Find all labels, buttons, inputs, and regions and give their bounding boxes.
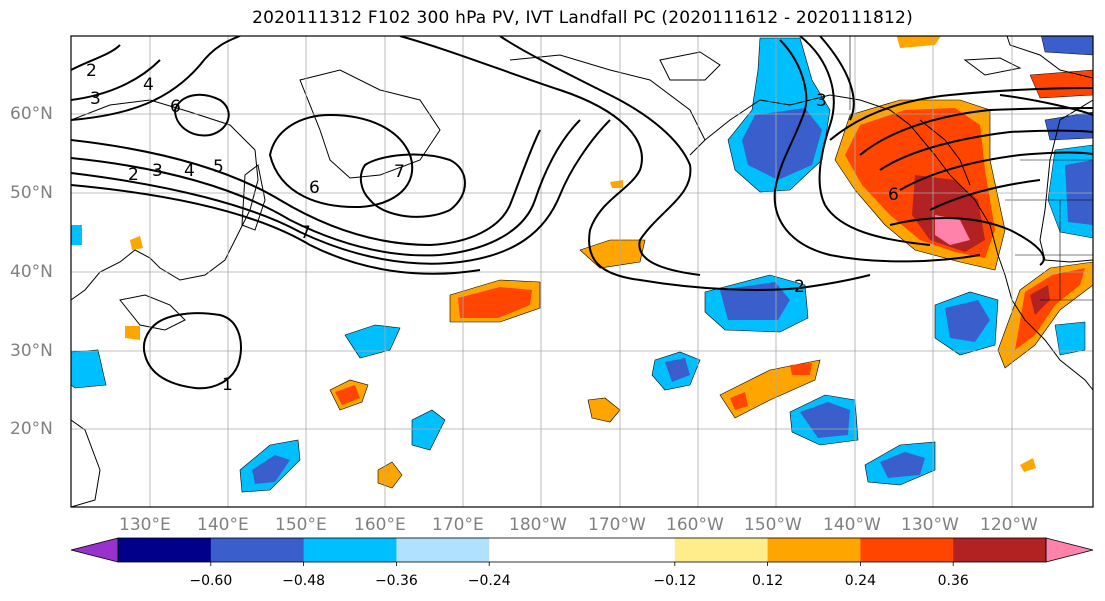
colorbar-segment (674, 538, 769, 562)
contour-label: 2 (794, 277, 805, 297)
lon-label-130e: 130°E (119, 515, 171, 535)
lat-label-30n: 30°N (10, 341, 53, 361)
colorbar-tick-label: 0.12 (752, 573, 784, 589)
lat-label-20n: 20°N (10, 419, 53, 439)
contour-label: 7 (300, 223, 311, 243)
colorbar-segment (396, 538, 490, 562)
colorbar-extend-low (70, 537, 119, 563)
colorbar-segment (953, 538, 1047, 562)
lat-label-50n: 50°N (10, 183, 53, 203)
lon-label-160w: 160°W (666, 515, 724, 535)
lon-label-150e: 150°E (275, 515, 327, 535)
contour-label: 3 (152, 161, 163, 181)
colorbar-tick-label: −0.12 (653, 573, 697, 589)
colorbar-tick-label: −0.60 (189, 573, 233, 589)
colorbar-segment (210, 538, 305, 562)
coastlines (71, 36, 1093, 507)
contour-label: 6 (888, 185, 899, 205)
colorbar-tick-label: 0.36 (937, 573, 969, 589)
colorbar-segment (767, 538, 861, 562)
colorbar-segment (303, 538, 397, 562)
contour-label: 2 (128, 165, 139, 185)
contour-label: 4 (184, 161, 195, 181)
lon-label-120w: 120°W (980, 515, 1038, 535)
colorbar-segment (118, 538, 212, 562)
lon-label-150w: 150°W (744, 515, 802, 535)
contour-label: 3 (90, 89, 101, 109)
lon-label-180w: 180°W (509, 515, 567, 535)
map-frame (70, 35, 1094, 508)
contour-label: 3 (816, 91, 827, 111)
colorbar-segment (582, 538, 676, 562)
lon-label-140w: 140°W (823, 515, 881, 535)
lon-label-170w: 170°W (588, 515, 646, 535)
contour-label: 6 (309, 178, 320, 198)
contour-label: 2 (86, 61, 97, 81)
contour-labels: 2 3 4 6 2 3 4 5 6 7 7 1 2 6 3 (86, 61, 899, 395)
lat-label-60n: 60°N (10, 104, 53, 124)
contour-label: 5 (213, 157, 224, 177)
contour-label: 4 (143, 75, 154, 95)
lon-label-160e: 160°E (354, 515, 406, 535)
colorbar-tick-label: −0.48 (282, 573, 326, 589)
lon-label-140e: 140°E (197, 515, 249, 535)
colorbar-segment (860, 538, 954, 562)
colorbar-extend-high (1045, 537, 1094, 563)
lon-label-130w: 130°W (901, 515, 959, 535)
colorbar-tick-label: 0.24 (844, 573, 876, 589)
colorbar-tick-label: −0.24 (467, 573, 511, 589)
lat-label-40n: 40°N (10, 262, 53, 282)
contour-label: 1 (222, 375, 233, 395)
pv-contours (71, 36, 1093, 390)
colorbar-tick-label: −0.36 (374, 573, 418, 589)
contour-label: 6 (170, 97, 181, 117)
lon-label-170e: 170°E (432, 515, 484, 535)
map-title: 2020111312 F102 300 hPa PV, IVT Landfall… (252, 8, 913, 28)
contour-label: 7 (394, 162, 405, 182)
colorbar-segment (489, 538, 583, 562)
